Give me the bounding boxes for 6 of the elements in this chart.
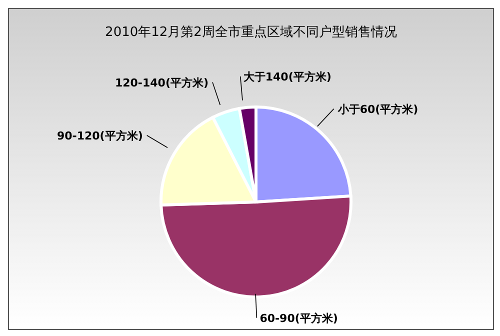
slice-label: 小于60(平方米) (336, 102, 418, 116)
slice-label: 大于140(平方米) (243, 70, 332, 84)
chart-title: 2010年12月第2周全市重点区域不同户型销售情况 (104, 24, 398, 41)
slice-label: 90-120(平方米) (56, 129, 143, 142)
slice-label: 60-90(平方米) (260, 312, 338, 325)
slice-label: 120-140(平方米) (114, 76, 209, 90)
